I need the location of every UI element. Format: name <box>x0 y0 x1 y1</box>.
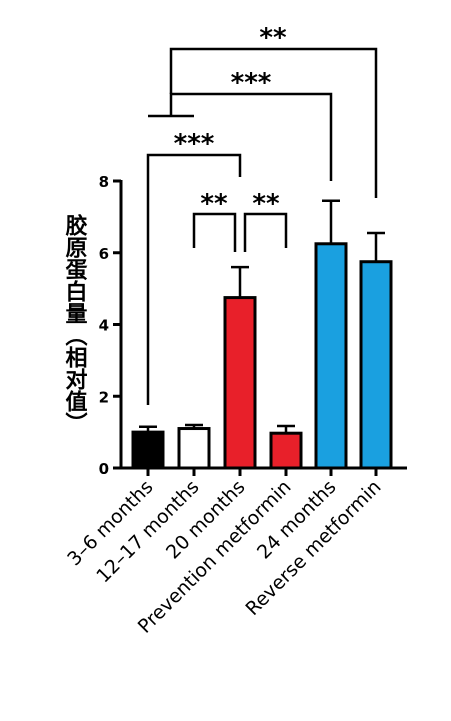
bars <box>131 199 393 470</box>
bar-0 <box>131 430 165 470</box>
y-tick-label-8: 8 <box>99 173 109 191</box>
bracket-12-17-vs-20 <box>192 212 237 252</box>
sig-label-20-vs-prevention: ** <box>252 189 280 219</box>
y-tick-label-6: 6 <box>99 245 109 263</box>
sig-label-3-6-vs-20: *** <box>174 129 215 159</box>
bar-1 <box>177 427 211 470</box>
bracket-20-vs-prevention <box>243 212 288 252</box>
sig-label-12-17-vs-20: ** <box>200 189 228 219</box>
y-tick-label-4: 4 <box>99 317 109 335</box>
bar-2 <box>223 296 257 470</box>
y-axis-title: 胶原蛋白量（相对值） <box>62 213 88 434</box>
bracket-group-vs-reverse <box>169 47 378 198</box>
sig-label-group-vs-24: *** <box>231 68 272 98</box>
bar-5 <box>359 260 393 470</box>
bar-4 <box>314 242 348 470</box>
y-tick-label-0: 0 <box>99 460 109 478</box>
significance-brackets: ** ********** <box>146 23 378 405</box>
bracket-group-vs-24 <box>169 92 333 181</box>
bar-3 <box>269 431 303 470</box>
y-tick-label-2: 2 <box>99 388 109 406</box>
sig-label-group-vs-reverse: ** <box>259 23 287 53</box>
bracket-3-6-vs-20 <box>146 153 242 405</box>
